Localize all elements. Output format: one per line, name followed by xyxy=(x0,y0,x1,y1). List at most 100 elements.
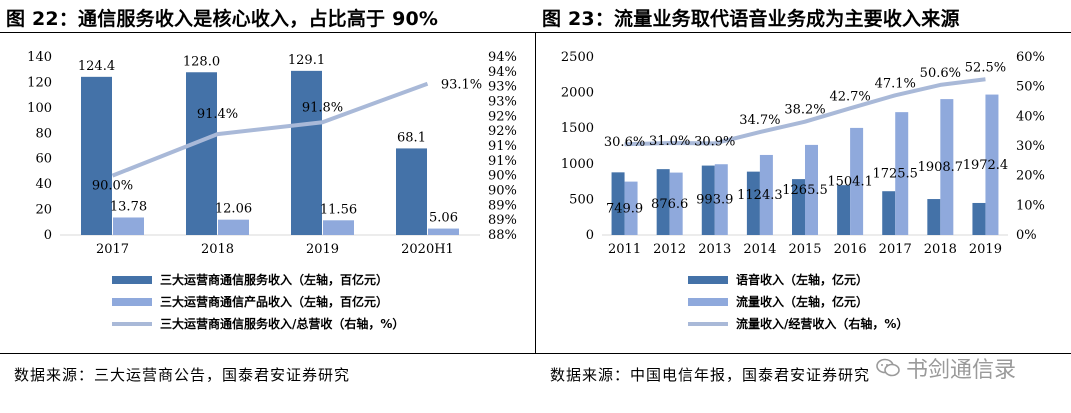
bar-series-2 xyxy=(113,217,144,235)
x-tick-label: 2019 xyxy=(306,242,339,257)
bar-series-2-label: 1725.5 xyxy=(872,167,918,182)
x-tick-label: 2019 xyxy=(969,242,1002,257)
bar-series-2 xyxy=(940,99,954,236)
y-right-tick-label: 90% xyxy=(488,169,517,184)
bar-series-2-label: 749.9 xyxy=(606,201,643,216)
figure-23-chart: 0 500 1000 1500 2000 2500 0% 10% 20% 30% 40% 50% 60%… xyxy=(561,50,1045,331)
x-tick-label: 2017 xyxy=(96,242,129,257)
x-tick-label: 2017 xyxy=(879,242,912,257)
figure-22-chart: 02040608010012014088%89%89%90%90%91%91%9… xyxy=(27,50,517,331)
x-tick-label: 2012 xyxy=(653,242,686,257)
bar-series-2-label: 876.6 xyxy=(651,197,688,212)
y-right-tick-label: 91% xyxy=(488,139,517,154)
y-left-tick-label: 140 xyxy=(27,50,52,65)
line-point-label: 50.6% xyxy=(920,66,961,81)
bar-series-2-label: 1504.1 xyxy=(827,174,873,189)
legend-label: 三大运营商通信服务收入（左轴，百亿元） xyxy=(160,272,388,287)
y-right-tick-label: 10% xyxy=(1016,198,1045,213)
y-right-tick-label: 60% xyxy=(1016,50,1045,65)
bar-series-2-label: 1908.7 xyxy=(918,160,964,175)
bar-series-2-label: 1265.5 xyxy=(782,183,828,198)
figure-22-source: 数据来源：三大运营商公告，国泰君安证券研究 xyxy=(14,366,351,384)
top-rule xyxy=(536,32,1071,33)
y-left-tick-label: 2000 xyxy=(561,86,594,101)
bar-series-1 xyxy=(837,185,851,235)
bar-series-1 xyxy=(882,191,896,235)
top-rule xyxy=(0,32,536,33)
legend-swatch xyxy=(688,298,728,306)
bottom-rule xyxy=(0,353,536,354)
bar-series-1-label: 129.1 xyxy=(288,53,325,68)
y-right-tick-label: 90% xyxy=(488,184,517,199)
x-tick-label: 2016 xyxy=(834,242,867,257)
figure-23-title: 图 23：流量业务取代语音业务成为主要收入来源 xyxy=(542,8,960,30)
line-point-label: 90.0% xyxy=(92,179,133,194)
bar-series-1-label: 128.0 xyxy=(183,54,220,69)
y-right-tick-label: 91% xyxy=(488,154,517,169)
bar-series-2-label: 12.06 xyxy=(215,202,252,217)
legend-label: 语音收入（左轴，亿元） xyxy=(736,272,868,287)
bar-series-2-label: 5.06 xyxy=(429,211,458,226)
bar-series-2-label: 11.56 xyxy=(320,202,357,217)
legend-label: 流量收入（左轴，亿元） xyxy=(736,294,868,309)
x-tick-label: 2011 xyxy=(608,242,641,257)
y-right-tick-label: 88% xyxy=(488,228,517,243)
x-tick-label: 2018 xyxy=(924,242,957,257)
bar-series-1 xyxy=(81,76,112,235)
y-right-tick-label: 20% xyxy=(1016,169,1045,184)
y-left-tick-label: 40 xyxy=(35,177,52,192)
x-tick-label: 2020H1 xyxy=(401,242,454,257)
y-right-tick-label: 50% xyxy=(1016,80,1045,95)
y-right-tick-label: 0% xyxy=(1016,228,1037,243)
line-point-label: 52.5% xyxy=(965,60,1006,75)
bar-series-1 xyxy=(927,199,941,235)
bar-series-2-label: 1972.4 xyxy=(963,158,1009,173)
bar-series-1 xyxy=(396,148,427,235)
bar-series-2 xyxy=(759,154,773,235)
bar-series-1-label: 68.1 xyxy=(397,130,426,145)
y-left-tick-label: 500 xyxy=(569,192,594,207)
y-left-tick-label: 0 xyxy=(44,228,52,243)
line-point-label: 91.4% xyxy=(197,107,238,122)
y-right-tick-label: 92% xyxy=(488,124,517,139)
wechat-icon xyxy=(876,358,900,377)
watermark-text: 书剑通信录 xyxy=(906,358,1017,383)
bar-series-1 xyxy=(656,169,670,235)
watermark: 书剑通信录 xyxy=(876,352,1016,384)
y-right-tick-label: 40% xyxy=(1016,109,1045,124)
y-left-tick-label: 100 xyxy=(27,101,52,116)
legend-label: 三大运营商通信产品收入（左轴，百亿元） xyxy=(160,294,388,309)
figure-22-panel: 图 22：通信服务收入是核心收入，占比高于 90% 0 20 40 60 80 100 12… xyxy=(0,8,536,384)
bar-series-2-label: 1124.3 xyxy=(737,188,783,203)
bar-series-2-label: 993.9 xyxy=(696,193,733,208)
y-right-tick-label: 93% xyxy=(488,95,517,110)
y-left-tick-label: 80 xyxy=(35,126,52,141)
x-tick-label: 2015 xyxy=(788,242,821,257)
x-tick-label: 2018 xyxy=(201,242,234,257)
bar-series-1 xyxy=(972,202,986,235)
bar-series-1 xyxy=(746,171,760,235)
panel-divider xyxy=(535,32,536,354)
bar-series-1 xyxy=(792,179,805,235)
y-right-tick-label: 93% xyxy=(488,80,517,95)
y-left-tick-label: 120 xyxy=(27,75,52,90)
y-left-tick-label: 1000 xyxy=(561,157,594,172)
y-left-tick-label: 1500 xyxy=(561,121,594,136)
y-left-tick-label: 20 xyxy=(35,203,52,218)
bar-series-1 xyxy=(611,172,625,235)
line-point-label: 31.0% xyxy=(649,134,690,149)
y-right-tick-label: 89% xyxy=(488,213,517,228)
bar-series-2 xyxy=(805,144,818,235)
line-point-label: 47.1% xyxy=(875,76,916,91)
legend-swatch xyxy=(112,276,152,284)
x-tick-label: 2014 xyxy=(743,242,776,257)
y-right-tick-label: 94% xyxy=(488,50,517,65)
bar-series-2 xyxy=(850,127,864,235)
legend-label: 流量收入/经营收入（右轴，%） xyxy=(736,316,908,331)
x-tick-label: 2013 xyxy=(698,242,731,257)
bar-series-1 xyxy=(291,70,322,235)
bar-series-1-label: 124.4 xyxy=(78,59,115,74)
y-left-tick-label: 0 xyxy=(586,228,594,243)
bar-series-2 xyxy=(669,172,683,235)
legend-swatch xyxy=(112,298,152,306)
